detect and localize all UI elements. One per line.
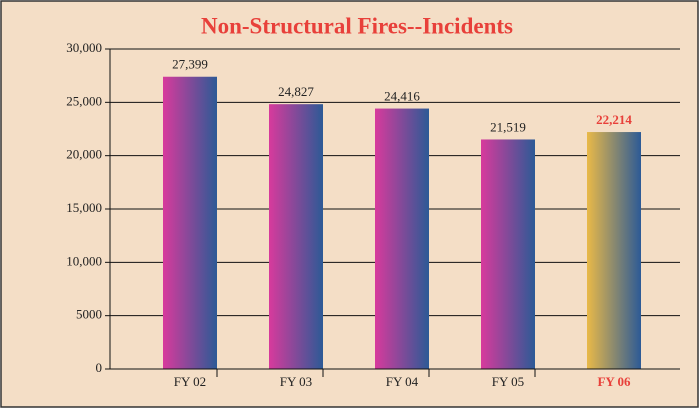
- y-tick-label: 30,000: [66, 40, 102, 55]
- data-label: 24,416: [384, 89, 420, 104]
- bar: [375, 108, 429, 369]
- bar: [269, 104, 323, 370]
- y-tick-label: 15,000: [66, 200, 102, 215]
- x-tick-label: FY 03: [280, 374, 312, 389]
- y-tick-label: 20,000: [66, 147, 102, 162]
- data-label: 24,827: [278, 84, 314, 99]
- x-tick-label: FY 04: [386, 374, 419, 389]
- x-tick-label: FY 05: [492, 374, 524, 389]
- y-tick-label: 5000: [76, 307, 102, 322]
- bar: [481, 139, 535, 369]
- y-tick-label: 25,000: [66, 93, 102, 108]
- bar: [163, 76, 217, 369]
- data-label: 21,519: [490, 119, 526, 134]
- data-label: 27,399: [172, 57, 208, 72]
- data-label: 22,214: [596, 112, 632, 127]
- chart-title: Non-Structural Fires--Incidents: [201, 13, 513, 38]
- bar: [587, 132, 641, 369]
- y-tick-label: 0: [96, 360, 103, 375]
- x-tick-label: FY 02: [174, 374, 206, 389]
- y-tick-label: 10,000: [66, 253, 102, 268]
- x-tick-label: FY 06: [597, 374, 631, 389]
